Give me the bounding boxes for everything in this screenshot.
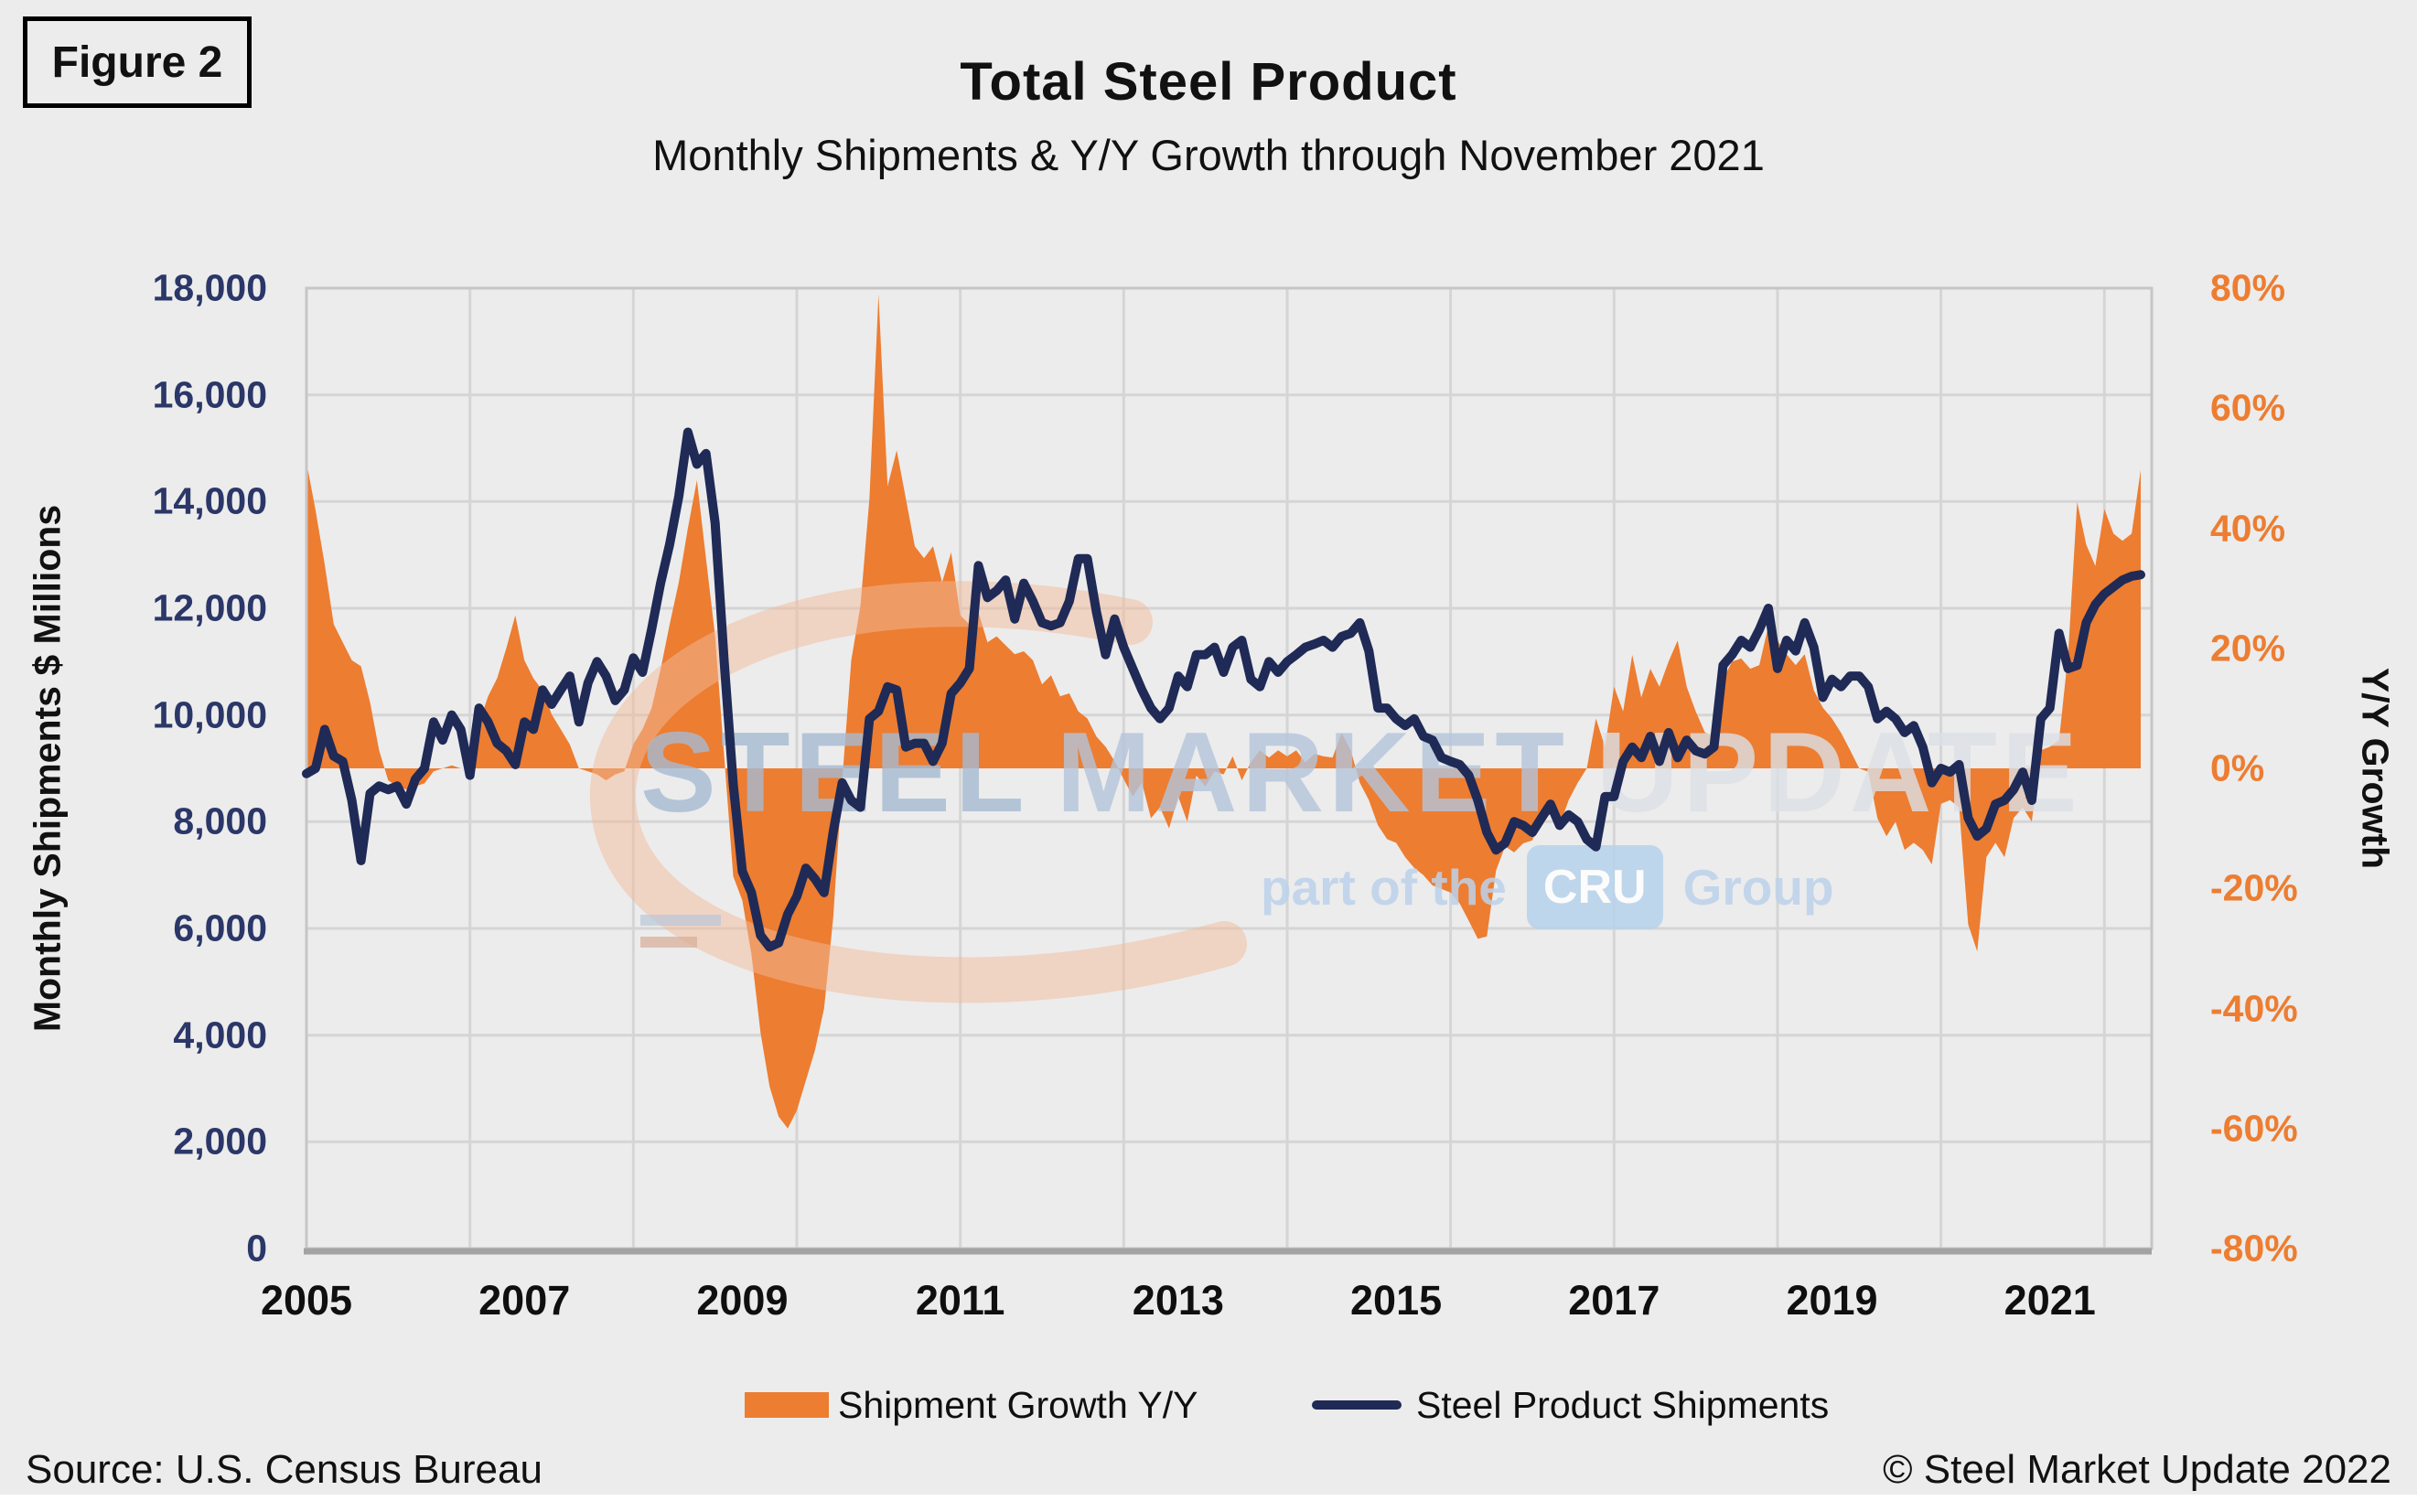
chart-subtitle: Monthly Shipments & Y/Y Growth through N… (652, 131, 1765, 179)
left-axis-tick: 16,000 (152, 373, 267, 416)
watermark-dash (640, 937, 697, 948)
right-axis-title: Y/Y Growth (2354, 667, 2397, 870)
tagline-suffix: Group (1682, 859, 1834, 916)
right-axis-tick: -40% (2210, 987, 2298, 1029)
source-note: Source: U.S. Census Bureau (26, 1447, 542, 1492)
legend-swatch-shipments (1312, 1400, 1402, 1410)
watermark-word: MARKET (1056, 710, 1569, 836)
left-axis-tick: 12,000 (152, 586, 267, 629)
x-axis-tick: 2005 (260, 1277, 353, 1324)
chart-title: Total Steel Product (960, 52, 1457, 112)
left-axis-tick: 0 (246, 1227, 267, 1270)
left-axis-tick: 6,000 (173, 906, 267, 949)
right-axis-tick: -80% (2210, 1227, 2298, 1270)
right-axis-tick: 80% (2210, 266, 2286, 309)
x-axis-tick: 2011 (915, 1277, 1005, 1324)
cru-logo: CRU (1526, 845, 1663, 929)
right-axis-tick: 60% (2210, 386, 2286, 429)
right-axis-tick: 0% (2210, 746, 2265, 789)
legend-swatch-growth (745, 1392, 829, 1418)
tagline-prefix: part of the (1261, 859, 1507, 916)
watermark-word: STEEL (640, 710, 1029, 836)
figure-label-box: Figure 2 (23, 16, 252, 108)
x-axis-tick: 2017 (1568, 1277, 1660, 1324)
x-axis-tick: 2021 (2003, 1277, 2096, 1324)
right-axis-tick: 40% (2210, 507, 2286, 549)
left-axis-tick: 4,000 (173, 1013, 267, 1056)
x-axis-tick: 2019 (1786, 1277, 1878, 1324)
left-axis-title: Monthly Shipments $ Millions (26, 504, 69, 1033)
x-axis-tick: 2007 (478, 1277, 571, 1324)
x-axis-tick: 2009 (696, 1277, 789, 1324)
figure-label: Figure 2 (51, 38, 223, 87)
watermark-dash (640, 915, 721, 926)
left-axis-tick: 8,000 (173, 799, 267, 842)
left-axis-tick: 2,000 (173, 1120, 267, 1163)
x-axis-tick: 2015 (1350, 1277, 1443, 1324)
left-axis-tick: 18,000 (152, 266, 267, 309)
left-axis-tick: 10,000 (152, 693, 267, 736)
copyright-note: © Steel Market Update 2022 (1883, 1447, 2391, 1492)
x-axis-tick: 2013 (1132, 1277, 1224, 1324)
watermark-text: STEEL MARKET UPDATE (640, 708, 2082, 838)
bottom-strip (0, 1495, 2417, 1512)
legend-label-shipments: Steel Product Shipments (1416, 1384, 1830, 1426)
legend-label-growth: Shipment Growth Y/Y (838, 1384, 1198, 1426)
right-axis-tick: 20% (2210, 627, 2286, 670)
right-axis-tick: -60% (2210, 1107, 2298, 1150)
left-axis-tick: 14,000 (152, 479, 267, 522)
watermark-word: UPDATE (1596, 710, 2082, 836)
right-axis-tick: -20% (2210, 866, 2298, 909)
watermark-tagline: part of the CRU Group (1261, 845, 1834, 929)
